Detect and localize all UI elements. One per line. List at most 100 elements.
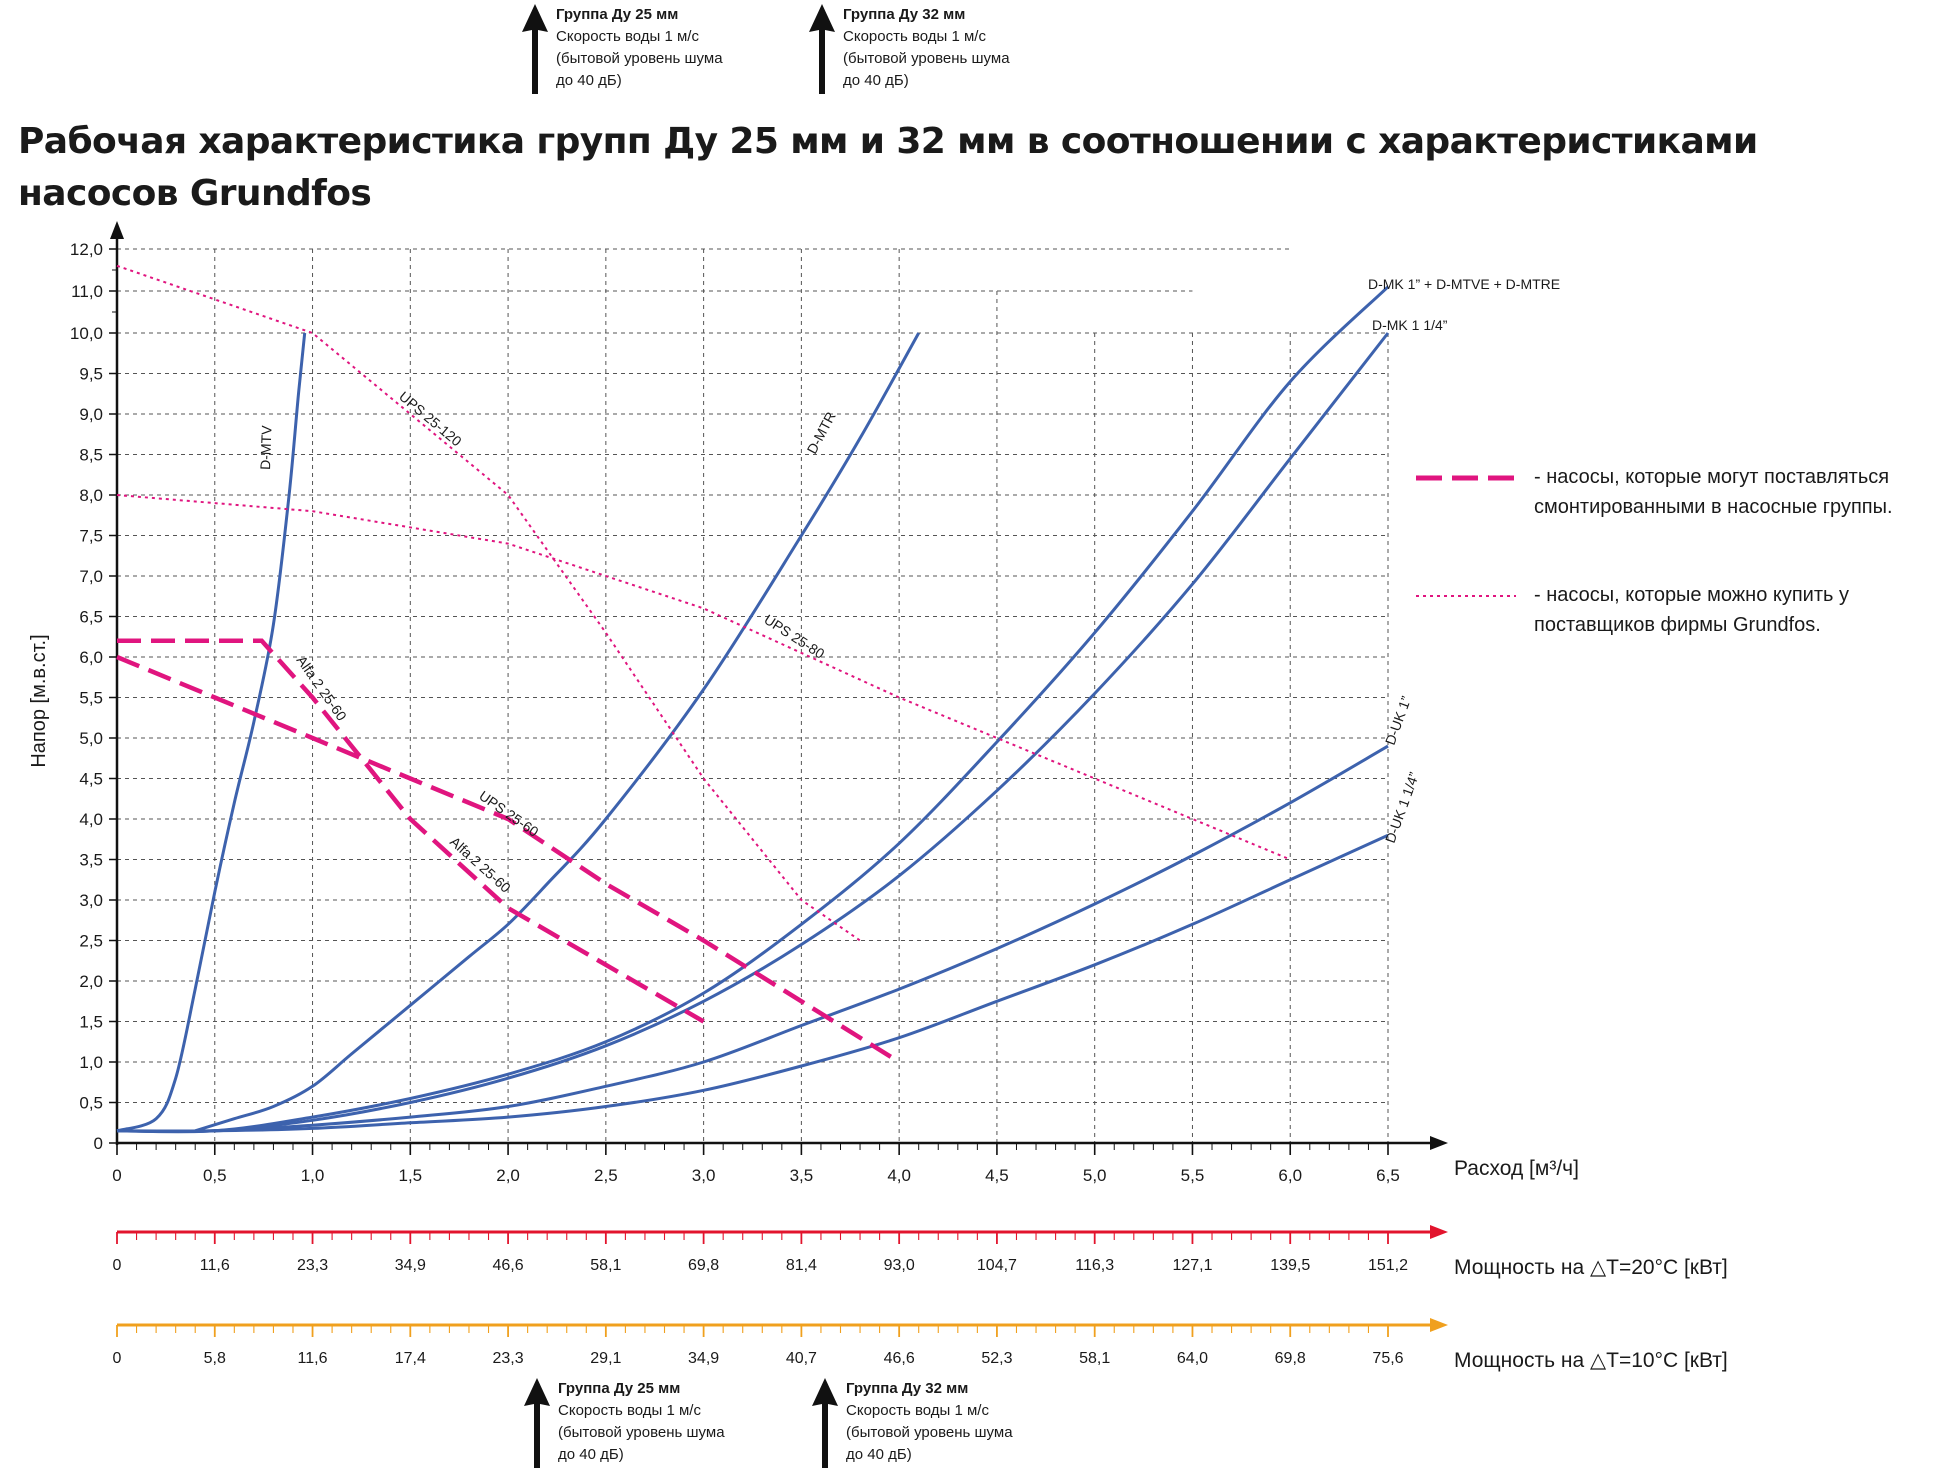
y-tick-label: 10,0: [70, 324, 103, 343]
series-ups-25-120-line: [116, 264, 861, 942]
power-axis-label: Мощность на △T=10°C [кВт]: [1454, 1349, 1728, 1372]
power-tick-label: 93,0: [884, 1257, 915, 1274]
y-tick-label: 11,0: [71, 282, 103, 301]
power-axis-dt10: 0 5,8 11,6 17,4 23,3 29,1 34,9 40,7 46,6 52,3 58,1…: [113, 1318, 1728, 1372]
note-line: до 40 дБ): [846, 1446, 912, 1463]
power-tick-label: 29,1: [590, 1350, 621, 1367]
x-tick-label: 1,5: [398, 1166, 422, 1185]
note-line: (бытовой уровень шума: [843, 50, 1010, 67]
y-tick-label: 2,0: [79, 972, 103, 991]
y-tick-label: 7,0: [79, 567, 103, 586]
power-axis-arrow-icon: [1430, 1225, 1448, 1239]
power-tick-label: 52,3: [981, 1350, 1012, 1367]
power-tick-label: 11,6: [200, 1257, 230, 1274]
power-tick-label: 69,8: [1275, 1350, 1306, 1367]
series-d-mk-1-1-4-line: [116, 332, 1390, 1134]
note-line: до 40 дБ): [843, 72, 909, 89]
y-tick-label: 5,5: [79, 689, 103, 708]
power-tick-label: 11,6: [298, 1350, 328, 1367]
legend-dashed-swatch: [1416, 475, 1516, 481]
power-tick-label: 58,1: [1079, 1350, 1110, 1367]
x-tick-label: 2,0: [496, 1166, 520, 1185]
y-tick-label: 8,0: [79, 486, 103, 505]
grid: [117, 248, 1389, 1143]
power-axis-arrow-icon: [1430, 1318, 1448, 1332]
note-text: Группа Ду 25 мм Скорость воды 1 м/с (быт…: [558, 1378, 725, 1466]
note-line: (бытовой уровень шума: [846, 1424, 1013, 1441]
y-tick-label: 7,5: [79, 527, 103, 546]
y-tick-label: 12,0: [70, 240, 103, 259]
note-line: Скорость воды 1 м/с: [843, 28, 986, 45]
y-tick-label: 9,5: [79, 365, 103, 384]
y-tick-label: 8,5: [79, 446, 103, 465]
legend-text: - насосы, которые могут поставляться смо…: [1534, 466, 1893, 518]
series-ups-25-60-line: [116, 654, 901, 1064]
series-group: [116, 264, 1390, 1134]
power-tick-label: 5,8: [204, 1350, 226, 1367]
y-tick-label: 0,5: [79, 1094, 103, 1113]
x-tick-label: 2,5: [594, 1166, 618, 1185]
bottom-note-du32: Группа Ду 32 мм Скорость воды 1 м/с (быт…: [810, 1378, 1070, 1478]
curve-label: D-MTR: [804, 409, 839, 456]
note-line: Скорость воды 1 м/с: [846, 1402, 989, 1419]
power-tick-label: 23,3: [493, 1350, 524, 1367]
curve-label: D-MK 1 1/4”: [1372, 317, 1448, 333]
series-d-mtv-line: [116, 332, 307, 1133]
curve-label: D-MTV: [257, 425, 275, 471]
power-tick-label: 23,3: [297, 1257, 328, 1274]
note-title: Группа Ду 32 мм: [843, 6, 966, 23]
power-tick-label: 34,9: [688, 1350, 719, 1367]
power-tick-label: 104,7: [977, 1257, 1017, 1274]
power-tick-label: 151,2: [1368, 1257, 1408, 1274]
note-line: (бытовой уровень шума: [556, 50, 723, 67]
note-title: Группа Ду 25 мм: [558, 1380, 681, 1397]
power-tick-label: 127,1: [1172, 1257, 1212, 1274]
up-arrow-icon: [809, 4, 835, 94]
up-arrow-icon: [522, 4, 548, 94]
top-note-du32: Группа Ду 32 мм Скорость воды 1 м/с (быт…: [807, 4, 1067, 104]
series-d-uk-1-line: [116, 744, 1389, 1133]
up-arrow-icon: [524, 1378, 550, 1468]
x-tick-label: 5,0: [1083, 1166, 1107, 1185]
power-tick-label: 116,3: [1075, 1257, 1114, 1274]
power-tick-label: 34,9: [395, 1257, 426, 1274]
series-d-mk-1-d-mtve-d-mtre-line: [116, 285, 1390, 1134]
power-tick-label: 81,4: [786, 1257, 817, 1274]
x-axis-label: Расход [м³/ч]: [1454, 1157, 1579, 1180]
power-tick-label: 75,6: [1372, 1350, 1403, 1367]
y-tick-label: 9,0: [79, 405, 103, 424]
y-tick-label: 6,5: [79, 608, 103, 627]
x-tick-label: 4,0: [887, 1166, 911, 1185]
curve-label: UPS 25-120: [396, 388, 465, 449]
x-tick-label: 6,5: [1376, 1166, 1400, 1185]
power-tick-label: 64,0: [1177, 1350, 1208, 1367]
x-tick-label: 5,5: [1181, 1166, 1205, 1185]
y-axis-label: Напор [м.в.ст.]: [28, 634, 50, 767]
curve-label: D-UK 1”: [1382, 694, 1414, 747]
y-tick-label: 3,0: [79, 891, 103, 910]
y-tick-label: 5,0: [79, 729, 103, 748]
y-tick-label: 3,5: [79, 851, 103, 870]
note-line: до 40 дБ): [558, 1446, 624, 1463]
x-tick-label: 6,0: [1278, 1166, 1302, 1185]
series-d-uk-1-1-4-line: [116, 833, 1389, 1133]
power-tick-label: 17,4: [395, 1350, 426, 1367]
power-tick-label: 0: [113, 1350, 122, 1367]
y-tick-label: 0: [94, 1134, 103, 1153]
power-tick-label: 40,7: [786, 1350, 817, 1367]
note-title: Группа Ду 25 мм: [556, 6, 679, 23]
top-note-du25: Группа Ду 25 мм Скорость воды 1 м/с (быт…: [520, 4, 780, 104]
power-tick-label: 46,6: [493, 1257, 524, 1274]
y-axis-arrow-icon: [110, 221, 124, 239]
x-tick-label: 0,5: [203, 1166, 227, 1185]
note-line: Скорость воды 1 м/с: [558, 1402, 701, 1419]
x-tick-label: 4,5: [985, 1166, 1009, 1185]
series-ups-25-80-line: [116, 494, 1291, 861]
note-line: (бытовой уровень шума: [558, 1424, 725, 1441]
power-tick-label: 139,5: [1270, 1257, 1310, 1274]
legend-item-purchase-pumps: - насосы, которые можно купить у поставщ…: [1412, 580, 1952, 650]
legend-text: - насосы, которые можно купить у поставщ…: [1534, 584, 1849, 636]
bottom-note-du25: Группа Ду 25 мм Скорость воды 1 м/с (быт…: [522, 1378, 782, 1478]
y-tick-label: 2,5: [79, 932, 103, 951]
